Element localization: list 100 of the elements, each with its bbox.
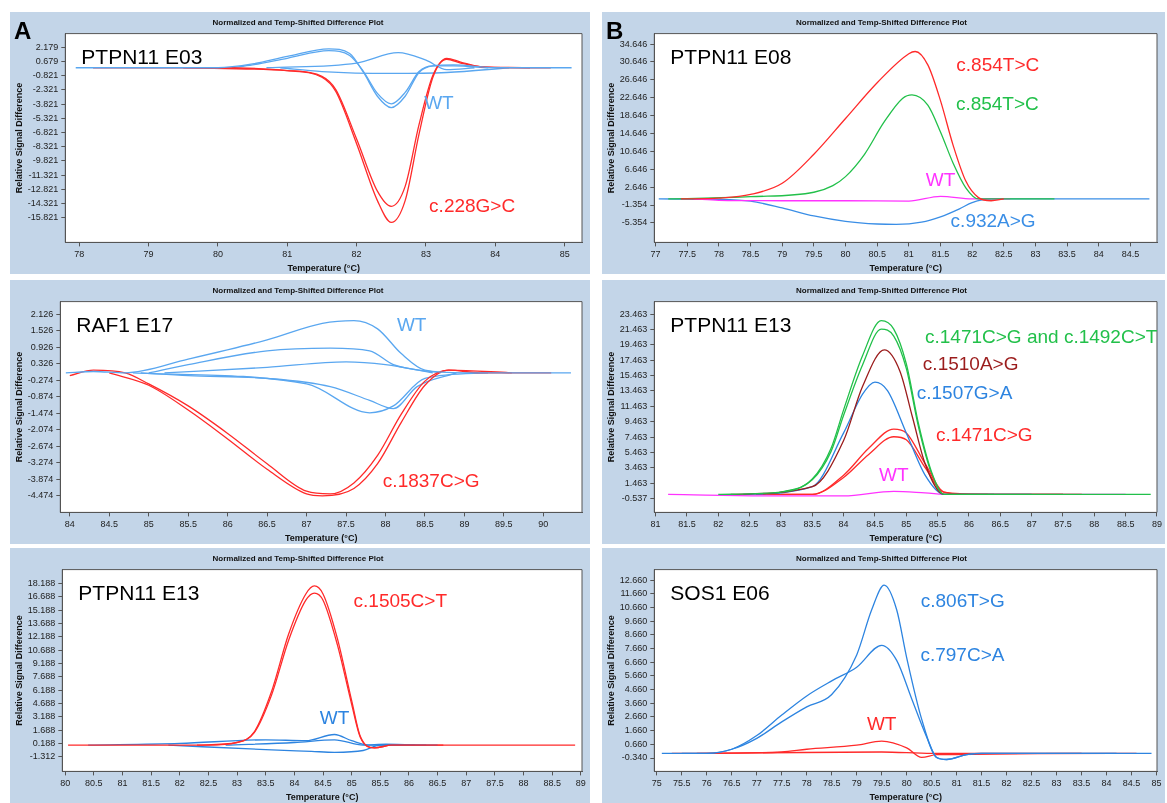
y-tick-label: 34.646	[619, 38, 648, 49]
y-tick-label: -15.821	[27, 212, 59, 223]
x-tick-label: 78	[713, 249, 724, 260]
y-tick-label: -0.274	[27, 374, 54, 385]
x-tick-label: 81	[650, 519, 661, 530]
x-tick-label: 87	[301, 519, 312, 530]
x-tick-label: 89	[1151, 519, 1162, 530]
y-tick-label: -0.874	[27, 391, 54, 402]
x-tick-label: 84	[490, 249, 501, 260]
y-tick-label: -3.821	[32, 98, 59, 109]
x-tick-label: 88.5	[416, 519, 434, 530]
x-tick-label: 84.5	[866, 519, 884, 530]
y-axis-title: Relative Signal Difference	[13, 615, 24, 726]
x-tick-label: 87	[461, 778, 472, 789]
x-tick-label: 78.5	[741, 249, 760, 260]
x-tick-label: 86	[963, 519, 974, 530]
chart-title: Normalized and Temp-Shifted Difference Plot	[212, 18, 384, 27]
x-tick-label: 75.5	[673, 778, 691, 789]
annotation: c.797C>A	[920, 644, 1005, 666]
x-axis-title: Temperature (°C)	[287, 263, 360, 274]
x-tick-label: 88.5	[543, 778, 561, 789]
y-tick-label: 10.660	[619, 602, 648, 613]
y-tick-label: 2.126	[30, 308, 54, 319]
x-tick-label: 89	[459, 519, 470, 530]
x-tick-label: 81.5	[972, 778, 991, 789]
x-tick-label: 83	[1051, 778, 1062, 789]
x-tick-label: 84.5	[1122, 778, 1141, 789]
y-tick-label: 0.326	[30, 358, 54, 369]
x-tick-label: 82.5	[995, 249, 1013, 260]
x-tick-label: 90	[538, 519, 549, 530]
x-tick-label: 88	[518, 778, 529, 789]
annotation: PTPN11 E08	[670, 44, 792, 68]
x-tick-label: 85	[1151, 778, 1162, 789]
y-tick-label: 15.463	[619, 370, 648, 381]
x-tick-label: 84	[289, 778, 300, 789]
x-tick-label: 77	[751, 778, 762, 789]
x-tick-label: 79	[851, 778, 862, 789]
annotation: c.1505C>T	[353, 590, 448, 612]
x-tick-label: 82.5	[1022, 778, 1041, 789]
x-tick-label: 87	[1026, 519, 1037, 530]
x-tick-label: 84.5	[1121, 249, 1140, 260]
y-tick-label: 2.179	[35, 41, 59, 52]
x-tick-label: 83.5	[1058, 249, 1076, 260]
x-tick-label: 80.5	[922, 778, 941, 789]
y-tick-label: 5.660	[624, 670, 648, 681]
y-axis-title: Relative Signal Difference	[605, 82, 616, 194]
x-tick-label: 87.5	[486, 778, 504, 789]
y-tick-label: 0.926	[30, 341, 54, 352]
x-tick-label: 84	[64, 519, 75, 530]
y-tick-label: -6.821	[32, 126, 59, 137]
y-tick-label: 13.463	[619, 385, 648, 396]
x-tick-label: 80	[212, 249, 223, 260]
y-tick-label: 0.679	[35, 55, 59, 66]
y-tick-label: 26.646	[619, 74, 648, 85]
x-tick-label: 83.5	[1072, 778, 1091, 789]
x-tick-label: 78	[801, 778, 812, 789]
y-tick-label: -12.821	[27, 183, 59, 194]
y-tick-label: 14.646	[619, 127, 648, 138]
y-tick-label: 3.660	[624, 697, 648, 708]
x-tick-label: 84.5	[314, 778, 332, 789]
y-tick-label: -9.821	[32, 155, 59, 166]
x-tick-label: 80	[840, 249, 851, 260]
x-tick-label: 86	[403, 778, 414, 789]
x-tick-label: 84	[1093, 249, 1104, 260]
y-tick-label: 1.463	[624, 477, 648, 488]
chart-title: Normalized and Temp-Shifted Difference Plot	[796, 286, 968, 295]
y-tick-label: 1.688	[32, 724, 56, 735]
annotation: c.854T>C	[955, 93, 1039, 115]
y-tick-label: 6.188	[32, 684, 56, 695]
x-tick-label: 84.5	[100, 519, 119, 530]
annotation: c.1507G>A	[916, 381, 1013, 403]
x-tick-label: 83	[420, 249, 431, 260]
y-tick-label: 1.526	[30, 325, 54, 336]
x-tick-label: 86.5	[991, 519, 1010, 530]
x-tick-label: 85	[346, 778, 357, 789]
x-tick-label: 79.5	[805, 249, 823, 260]
y-tick-label: 4.688	[32, 697, 56, 708]
chart-title: Normalized and Temp-Shifted Difference Plot	[796, 18, 968, 27]
y-tick-label: 30.646	[619, 56, 648, 67]
y-tick-label: 8.660	[624, 629, 648, 640]
y-tick-label: -0.340	[621, 752, 648, 763]
annotation: c.932A>G	[950, 210, 1036, 232]
x-tick-label: 85.5	[179, 519, 197, 530]
x-tick-label: 81	[903, 249, 914, 260]
y-tick-label: 3.188	[32, 711, 56, 722]
x-tick-label: 83.5	[256, 778, 275, 789]
x-tick-label: 84	[838, 519, 849, 530]
x-tick-label: 83	[1030, 249, 1041, 260]
x-tick-label: 88	[380, 519, 391, 530]
annotation: SOS1 E06	[670, 580, 770, 604]
y-tick-label: 6.660	[624, 656, 648, 667]
annotation: c.1510A>G	[922, 352, 1019, 374]
annotation: WT	[925, 168, 956, 190]
y-tick-label: 22.646	[619, 92, 648, 103]
y-tick-label: 23.463	[619, 308, 648, 319]
x-tick-label: 81	[282, 249, 293, 260]
y-tick-label: 19.463	[619, 339, 648, 350]
y-tick-label: -4.474	[27, 490, 54, 501]
x-tick-label: 87.5	[337, 519, 355, 530]
chart-title: Normalized and Temp-Shifted Difference Plot	[796, 554, 968, 563]
